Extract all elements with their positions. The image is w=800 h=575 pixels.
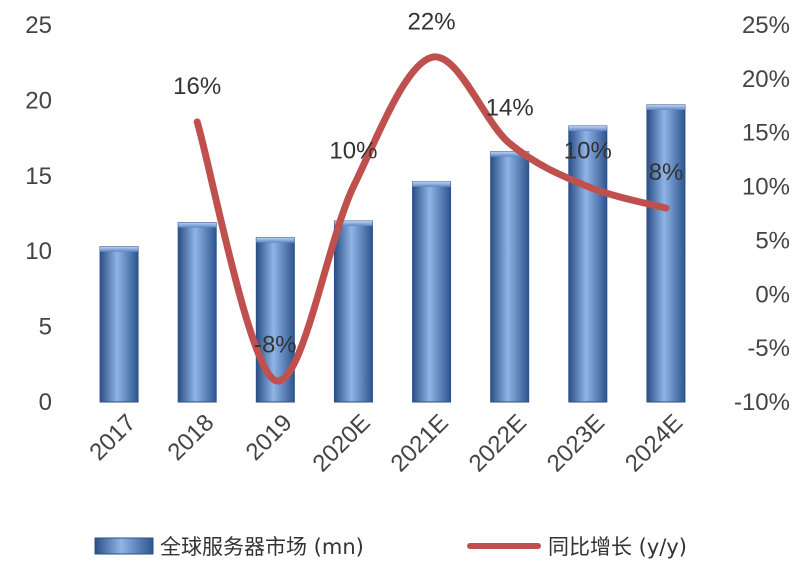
- left-axis-tick-label: 25: [25, 12, 52, 39]
- right-axis-tick-label: 25%: [742, 12, 790, 39]
- bar: [333, 220, 373, 403]
- line-data-label: 16%: [173, 73, 221, 100]
- bar: [412, 181, 452, 403]
- bar-cap: [568, 126, 607, 132]
- legend-label-bars: 全球服务器市场 (mn): [160, 535, 364, 559]
- line-data-label: 8%: [649, 159, 684, 186]
- bar: [568, 125, 608, 403]
- bar-cap: [100, 246, 139, 252]
- bar: [99, 246, 139, 403]
- x-axis-tick-label: 2021E: [386, 409, 454, 477]
- line-data-label: -8%: [254, 331, 297, 358]
- right-axis-tick-label: 10%: [742, 174, 790, 201]
- legend-item-line: 同比增长 (y/y): [467, 535, 687, 559]
- right-axis-tick-label: 15%: [742, 120, 790, 147]
- x-axis-tick-label: 2019: [241, 409, 298, 466]
- bar-cap: [412, 181, 451, 187]
- bar-series: [99, 104, 686, 403]
- right-axis-tick-label: -5%: [747, 335, 790, 362]
- bar-cap: [646, 104, 685, 110]
- growth-line: [193, 53, 670, 385]
- bar: [177, 222, 217, 403]
- bar-cap: [256, 237, 295, 243]
- right-axis-tick-label: -10%: [734, 389, 790, 416]
- x-axis-tick-label: 2017: [84, 409, 141, 466]
- left-axis-tick-label: 15: [25, 163, 52, 190]
- line-data-label: 10%: [564, 138, 612, 165]
- x-axis-tick-label: 2020E: [308, 409, 376, 477]
- bar-cap: [178, 222, 217, 228]
- line-data-label: 10%: [329, 138, 377, 165]
- left-axis-tick-label: 20: [25, 87, 52, 114]
- line-data-label: 22%: [408, 8, 456, 35]
- legend-swatch-bars: [94, 537, 154, 555]
- bar: [490, 151, 530, 403]
- x-axis-tick-label: 2023E: [542, 409, 610, 477]
- x-axis-tick-label: 2018: [163, 409, 220, 466]
- left-axis-tick-label: 0: [39, 389, 52, 416]
- legend-item-bars: 全球服务器市场 (mn): [94, 535, 364, 559]
- right-axis: -10% -5% 0% 5% 10% 15% 20% 25%: [734, 12, 790, 416]
- x-axis-tick-label: 2022E: [464, 409, 532, 477]
- legend-label-line: 同比增长 (y/y): [548, 535, 687, 559]
- right-axis-tick-label: 20%: [742, 66, 790, 93]
- left-axis-tick-label: 10: [25, 238, 52, 265]
- x-axis-tick-label: 2024E: [620, 409, 688, 477]
- left-axis-tick-label: 5: [39, 314, 52, 341]
- bar-cap: [334, 221, 373, 227]
- line-series: 16% -8% 10% 22% 14% 10% 8%: [173, 8, 684, 385]
- line-data-label: 14%: [486, 94, 534, 121]
- bar: [646, 104, 686, 403]
- left-axis: 0 5 10 15 20 25: [25, 12, 52, 416]
- bar-cap: [490, 151, 529, 157]
- x-axis: 2017 2018 2019 2020E 2021E 2022E 2023E 2024E: [84, 409, 688, 477]
- legend: 全球服务器市场 (mn) 同比增长 (y/y): [94, 535, 687, 559]
- right-axis-tick-label: 5%: [755, 227, 790, 254]
- right-axis-tick-label: 0%: [755, 281, 790, 308]
